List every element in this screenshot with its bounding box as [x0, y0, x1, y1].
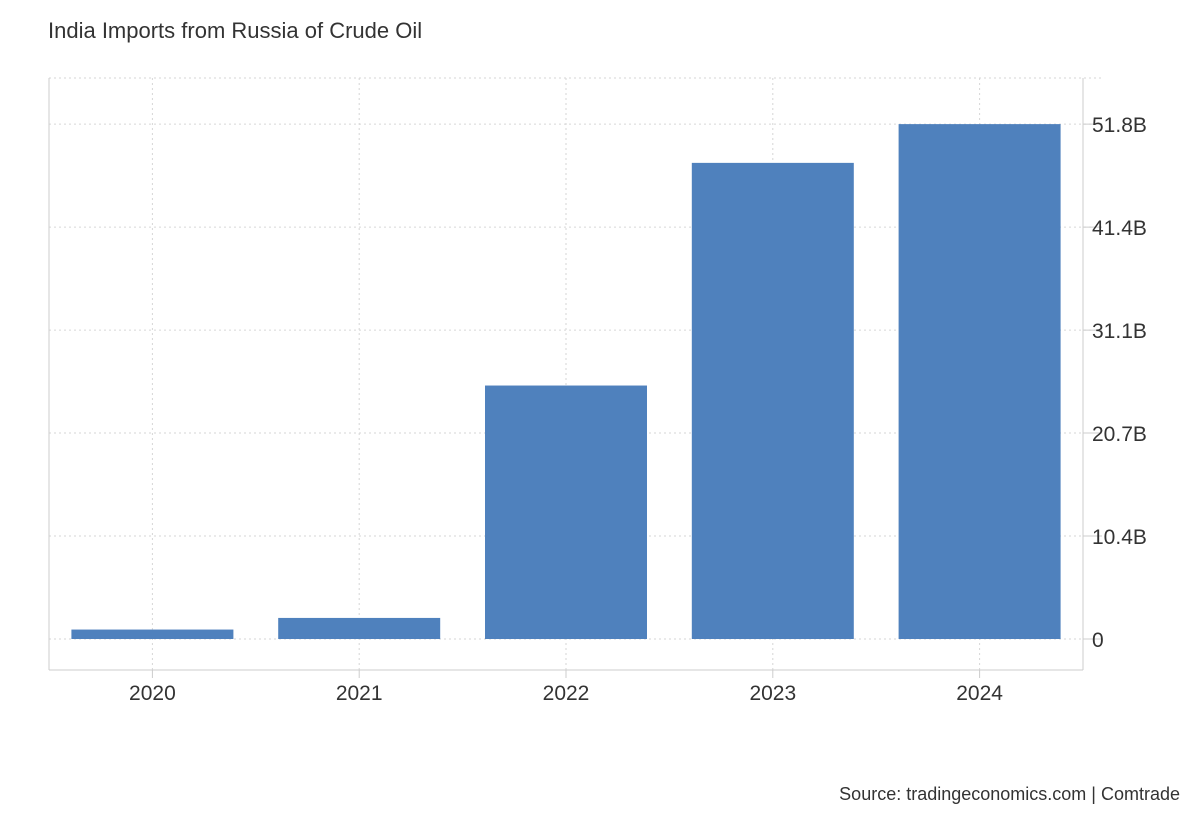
chart-title: India Imports from Russia of Crude Oil	[48, 18, 423, 43]
x-tick-label: 2020	[129, 682, 176, 705]
x-tick-label: 2022	[543, 682, 590, 705]
x-tick-label: 2024	[956, 682, 1003, 705]
x-tick-label: 2021	[336, 682, 383, 705]
y-tick-label: 31.1B	[1092, 320, 1147, 343]
y-tick-label: 20.7B	[1092, 423, 1147, 446]
y-tick-label: 51.8B	[1092, 114, 1147, 137]
plot-frame	[48, 78, 1102, 678]
y-tick-label: 10.4B	[1092, 526, 1147, 549]
y-tick-label: 0	[1092, 629, 1104, 652]
bars	[71, 124, 1061, 639]
bar-2021	[278, 617, 441, 639]
x-axis-tick-labels: 2020 2021 2022 2023 2024	[129, 682, 1003, 705]
y-tick-label: 41.4B	[1092, 217, 1147, 240]
x-tick-label: 2023	[749, 682, 796, 705]
source-note: Source: tradingeconomics.com | Comtrade	[839, 784, 1180, 804]
bar-2023	[691, 162, 854, 639]
bar-2022	[485, 385, 647, 639]
y-axis-tick-labels: 0 10.4B 20.7B 31.1B 41.4B 51.8B	[1092, 114, 1147, 652]
bar-2024	[898, 124, 1061, 639]
bar-2020	[71, 629, 234, 639]
